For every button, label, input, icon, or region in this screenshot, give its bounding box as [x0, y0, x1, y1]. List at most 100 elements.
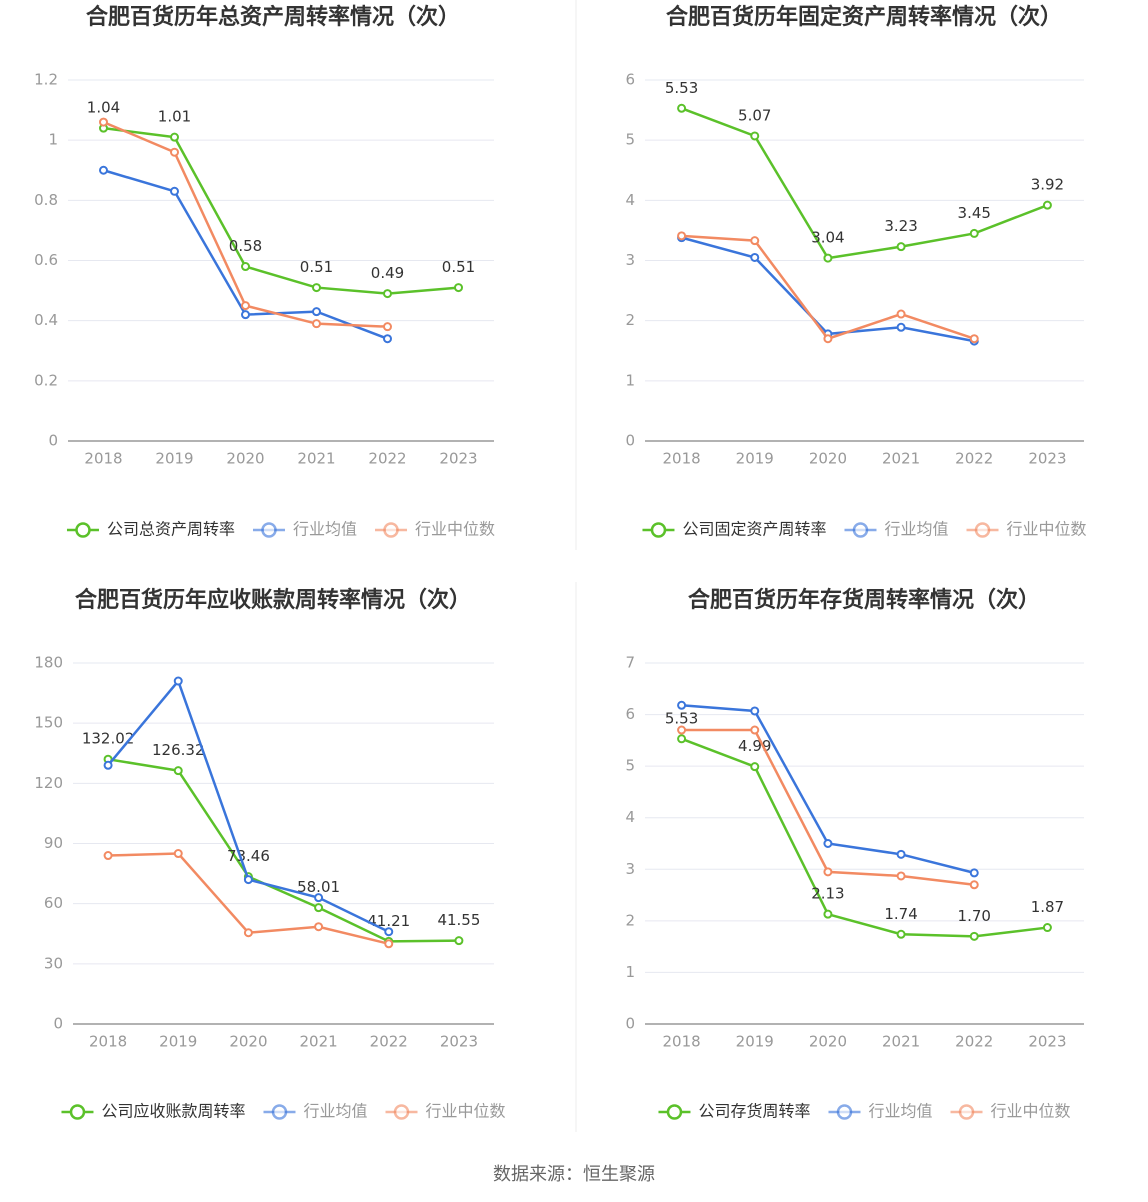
- data-label: 0.49: [371, 264, 404, 282]
- point: [677, 725, 687, 735]
- legend-icon: [650, 522, 667, 538]
- data-label: 4.99: [738, 737, 771, 755]
- x-tick-label: 2021: [882, 1033, 920, 1051]
- point: [823, 839, 833, 848]
- legend-icon: [261, 522, 277, 538]
- series-line: [681, 234, 975, 341]
- series-line: [681, 737, 1048, 938]
- point: [241, 310, 250, 320]
- data-label: 1.87: [1031, 898, 1064, 916]
- series-line: [107, 757, 459, 943]
- point: [103, 851, 113, 861]
- legend-label: 行业中位数: [415, 520, 495, 539]
- data-label: 3.45: [958, 204, 991, 222]
- data-label: 126.32: [152, 741, 205, 759]
- legend-icon: [666, 1104, 683, 1120]
- legend: 公司应收账款周转率 行业均值 行业中位数: [61, 1102, 506, 1121]
- point: [170, 132, 179, 142]
- source: 数据来源：恒生聚源: [493, 1164, 655, 1185]
- chart-title: 合肥百货历年总资产周转率情况（次）: [86, 4, 460, 30]
- legend-icon: [836, 1104, 853, 1120]
- y-tick-label: 2: [625, 311, 635, 329]
- x-tick-label: 2018: [662, 1033, 700, 1051]
- point: [969, 228, 979, 238]
- x-tick-label: 2019: [159, 1033, 197, 1051]
- data-label: 58.01: [297, 878, 340, 896]
- data-label: 3.23: [884, 217, 917, 235]
- data-label: 0.58: [229, 237, 262, 255]
- y-tick-label: 1: [625, 963, 635, 981]
- x-tick-label: 2022: [370, 1033, 408, 1051]
- legend-icon: [958, 1104, 975, 1120]
- series-line: [681, 236, 975, 343]
- data-label: 1.74: [884, 905, 917, 923]
- point: [896, 929, 906, 939]
- y-tick-label: 0.8: [34, 191, 58, 209]
- x-tick-label: 2023: [1028, 1033, 1066, 1051]
- point: [454, 283, 463, 293]
- point: [823, 909, 833, 919]
- point: [173, 766, 183, 776]
- legend-icon: [383, 522, 399, 538]
- legend-label: 行业中位数: [991, 1102, 1071, 1121]
- y-tick-label: 0.4: [34, 311, 58, 329]
- data-label: 5.53: [665, 79, 698, 97]
- point: [383, 322, 392, 332]
- x-tick-label: 2021: [882, 450, 920, 468]
- data-label: 41.55: [437, 911, 480, 929]
- point: [99, 117, 108, 127]
- y-tick-label: 1.2: [34, 71, 58, 89]
- point: [314, 893, 324, 903]
- data-label: 1.04: [87, 99, 120, 117]
- y-tick-label: 5: [625, 757, 635, 775]
- point: [173, 676, 183, 686]
- point: [314, 922, 324, 932]
- data-label: 5.53: [665, 709, 698, 727]
- data-label: 0.51: [442, 258, 475, 276]
- series-line: [681, 107, 1048, 260]
- x-tick-label: 2020: [226, 450, 264, 468]
- y-tick-label: 90: [44, 834, 63, 852]
- y-tick-label: 0.6: [34, 251, 58, 269]
- chart-title: 合肥百货历年固定资产周转率情况（次）: [666, 4, 1062, 30]
- point: [896, 871, 906, 881]
- y-tick-label: 120: [34, 774, 63, 792]
- y-tick-label: 3: [625, 251, 635, 269]
- y-tick-label: 150: [34, 714, 63, 732]
- point: [241, 301, 250, 311]
- series-line: [103, 126, 459, 295]
- data-label: 3.04: [811, 229, 844, 247]
- point: [823, 334, 833, 344]
- point: [969, 334, 979, 344]
- x-tick-label: 2022: [368, 450, 406, 468]
- y-tick-label: 7: [625, 654, 635, 672]
- point: [969, 880, 979, 890]
- x-tick-label: 2023: [439, 450, 477, 468]
- y-tick-label: 180: [34, 654, 63, 672]
- point: [677, 231, 687, 241]
- data-label: 1.70: [958, 907, 991, 925]
- point: [750, 725, 760, 735]
- legend-icon: [69, 1104, 86, 1120]
- legend-label: 行业均值: [293, 520, 357, 539]
- x-tick-label: 2018: [662, 450, 700, 468]
- data-label: 73.46: [227, 847, 270, 865]
- legend-label: 公司存货周转率: [698, 1102, 810, 1121]
- point: [823, 253, 833, 263]
- point: [384, 939, 394, 949]
- data-label: 2.13: [811, 885, 844, 903]
- point: [896, 322, 906, 332]
- point: [312, 319, 321, 329]
- legend-icon: [75, 522, 91, 538]
- y-tick-label: 3: [625, 860, 635, 878]
- legend-label: 行业均值: [868, 1102, 932, 1121]
- point: [896, 242, 906, 252]
- legend-icon: [393, 1104, 410, 1120]
- y-tick-label: 30: [44, 954, 63, 972]
- point: [383, 334, 392, 344]
- point: [750, 252, 760, 262]
- y-tick-label: 1: [48, 131, 58, 149]
- legend-label: 公司总资产周转率: [107, 520, 235, 539]
- y-tick-label: 5: [625, 131, 635, 149]
